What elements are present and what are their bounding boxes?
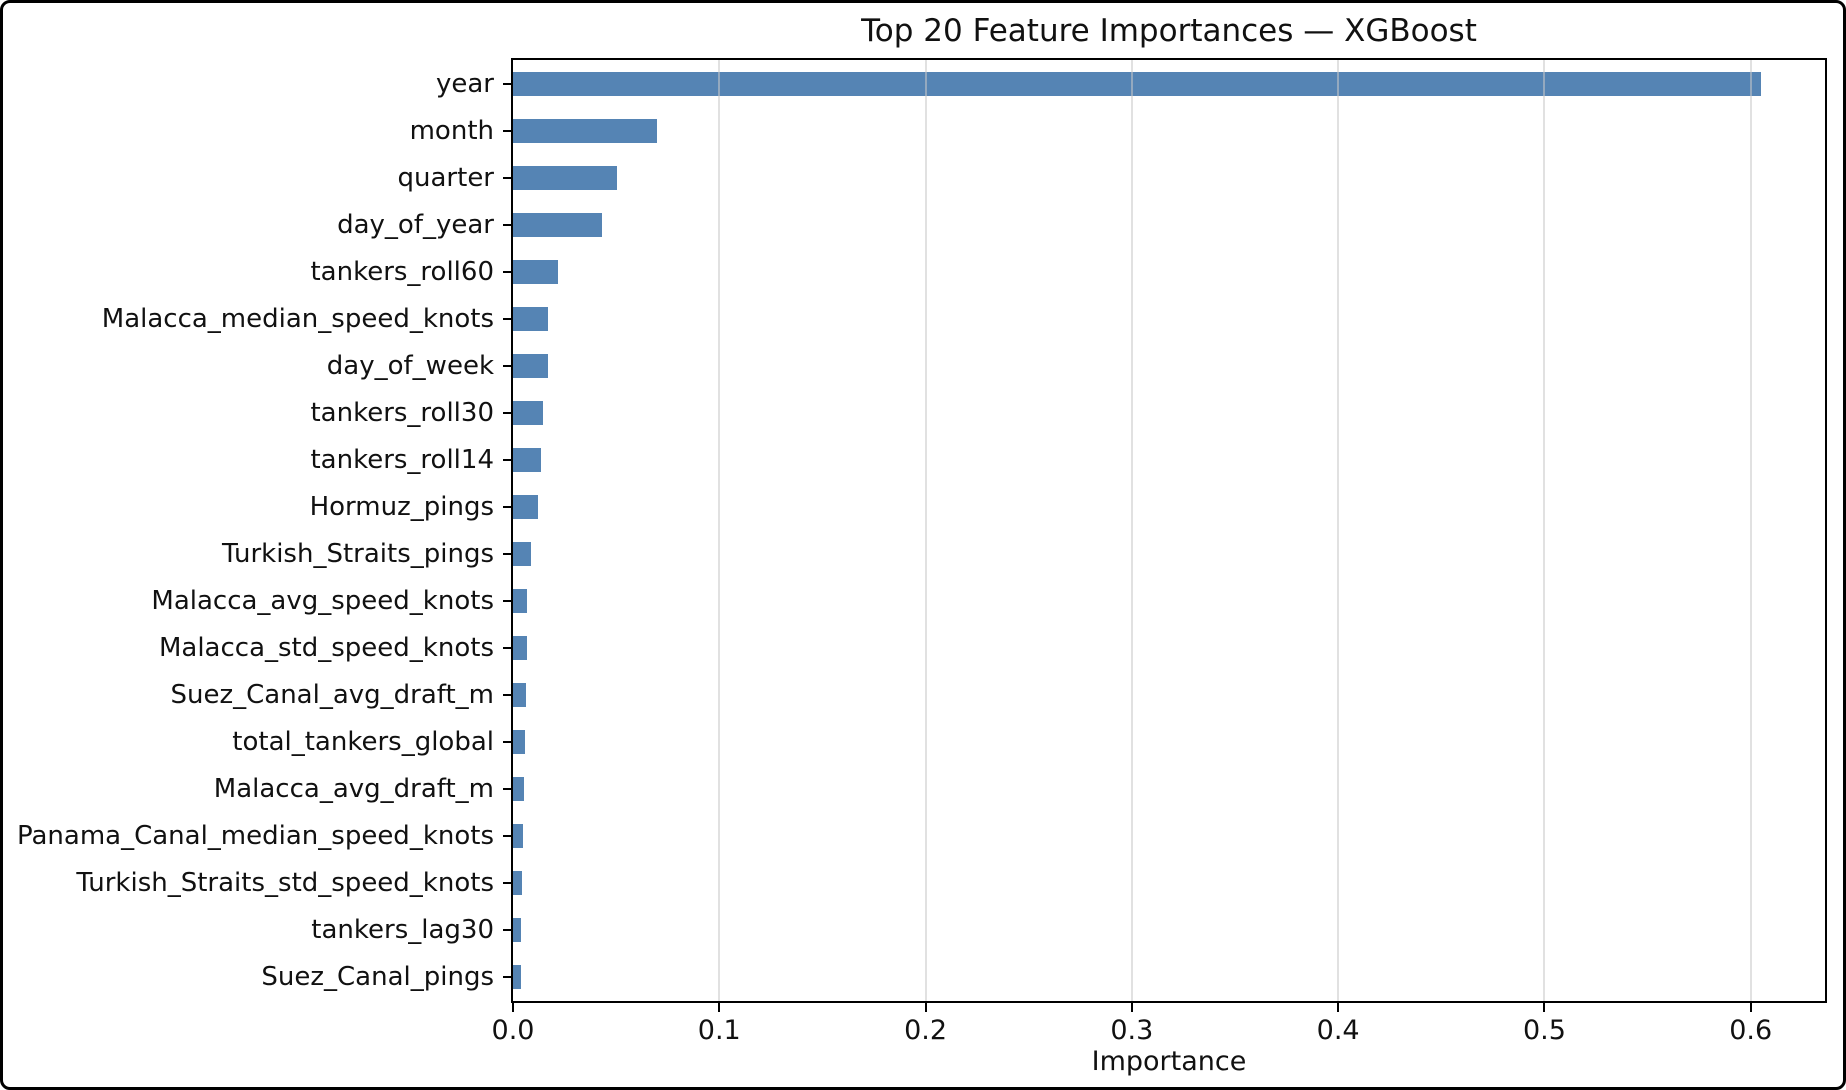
y-tick-label: year	[435, 68, 494, 99]
y-tick-label: day_of_year	[337, 209, 494, 240]
gridline	[1337, 60, 1340, 1001]
x-tick-mark	[1337, 1003, 1340, 1012]
y-tick-mark	[503, 505, 513, 508]
x-tick-label: 0.4	[1316, 1015, 1360, 1046]
y-tick-label: day_of_week	[326, 350, 494, 381]
bar	[513, 777, 524, 802]
x-tick-mark	[1543, 1003, 1546, 1012]
bar	[513, 542, 531, 567]
y-tick-mark	[503, 976, 513, 979]
y-tick-mark	[503, 882, 513, 885]
y-tick-mark	[503, 741, 513, 744]
bar	[513, 400, 543, 425]
y-tick-mark	[503, 411, 513, 414]
y-tick-mark	[503, 364, 513, 367]
y-tick-label: tankers_roll14	[310, 444, 494, 475]
y-tick-label: Suez_Canal_avg_draft_m	[170, 680, 494, 711]
gridline	[1130, 60, 1133, 1001]
x-tick-label: 0.3	[1110, 1015, 1154, 1046]
y-tick-label: Hormuz_pings	[309, 491, 494, 522]
y-tick-label: Malacca_avg_speed_knots	[151, 586, 494, 617]
bar	[513, 636, 528, 661]
y-tick-mark	[503, 223, 513, 226]
x-tick-label: 0.0	[491, 1015, 535, 1046]
y-tick-label: month	[409, 115, 494, 146]
y-tick-label: Turkish_Straits_pings	[222, 539, 494, 570]
bar	[513, 118, 657, 143]
y-tick-label: total_tankers_global	[232, 727, 494, 758]
gridline	[718, 60, 721, 1001]
y-tick-mark	[503, 553, 513, 556]
bar	[513, 589, 528, 614]
x-tick-mark	[1749, 1003, 1752, 1012]
y-tick-label: Malacca_std_speed_knots	[158, 633, 494, 664]
y-tick-mark	[503, 647, 513, 650]
y-tick-mark	[503, 835, 513, 838]
y-tick-label: tankers_roll30	[310, 397, 494, 428]
bar	[513, 71, 1762, 96]
bar	[513, 212, 602, 237]
y-tick-label: Malacca_median_speed_knots	[101, 303, 494, 334]
plot-area	[511, 58, 1827, 1003]
bar	[513, 730, 525, 755]
bar	[513, 918, 522, 943]
y-tick-label: Panama_Canal_median_speed_knots	[16, 821, 494, 852]
x-tick-label: 0.5	[1522, 1015, 1566, 1046]
x-axis-label: Importance	[1091, 1046, 1247, 1077]
y-tick-mark	[503, 176, 513, 179]
gridline	[1749, 60, 1752, 1001]
x-tick-mark	[512, 1003, 514, 1012]
gridline	[1543, 60, 1546, 1001]
x-tick-mark	[924, 1003, 927, 1012]
bar	[513, 306, 549, 331]
y-tick-mark	[503, 929, 513, 932]
bar	[513, 494, 539, 519]
y-tick-mark	[503, 270, 513, 273]
y-tick-label: Turkish_Straits_std_speed_knots	[76, 868, 494, 899]
y-tick-mark	[503, 317, 513, 320]
x-tick-mark	[1130, 1003, 1133, 1012]
y-tick-label: Suez_Canal_pings	[261, 962, 494, 993]
y-tick-label: Malacca_avg_draft_m	[213, 774, 494, 805]
y-tick-mark	[503, 788, 513, 791]
x-tick-label: 0.1	[697, 1015, 741, 1046]
y-tick-mark	[503, 82, 513, 85]
bar	[513, 259, 558, 284]
bar	[513, 871, 523, 896]
x-tick-mark	[718, 1003, 721, 1012]
gridline	[924, 60, 927, 1001]
chart-title: Top 20 Feature Importances — XGBoost	[861, 13, 1477, 49]
bar	[513, 683, 527, 708]
y-tick-mark	[503, 458, 513, 461]
y-tick-label: tankers_roll60	[310, 256, 494, 287]
bar	[513, 353, 549, 378]
bar	[513, 447, 541, 472]
y-tick-label: quarter	[397, 162, 494, 193]
y-tick-mark	[503, 129, 513, 132]
x-tick-label: 0.6	[1729, 1015, 1773, 1046]
y-tick-mark	[503, 600, 513, 603]
bar	[513, 965, 521, 990]
bar	[513, 165, 618, 190]
x-tick-label: 0.2	[904, 1015, 948, 1046]
y-tick-mark	[503, 694, 513, 697]
y-tick-label: tankers_lag30	[311, 915, 494, 946]
bar	[513, 824, 524, 849]
